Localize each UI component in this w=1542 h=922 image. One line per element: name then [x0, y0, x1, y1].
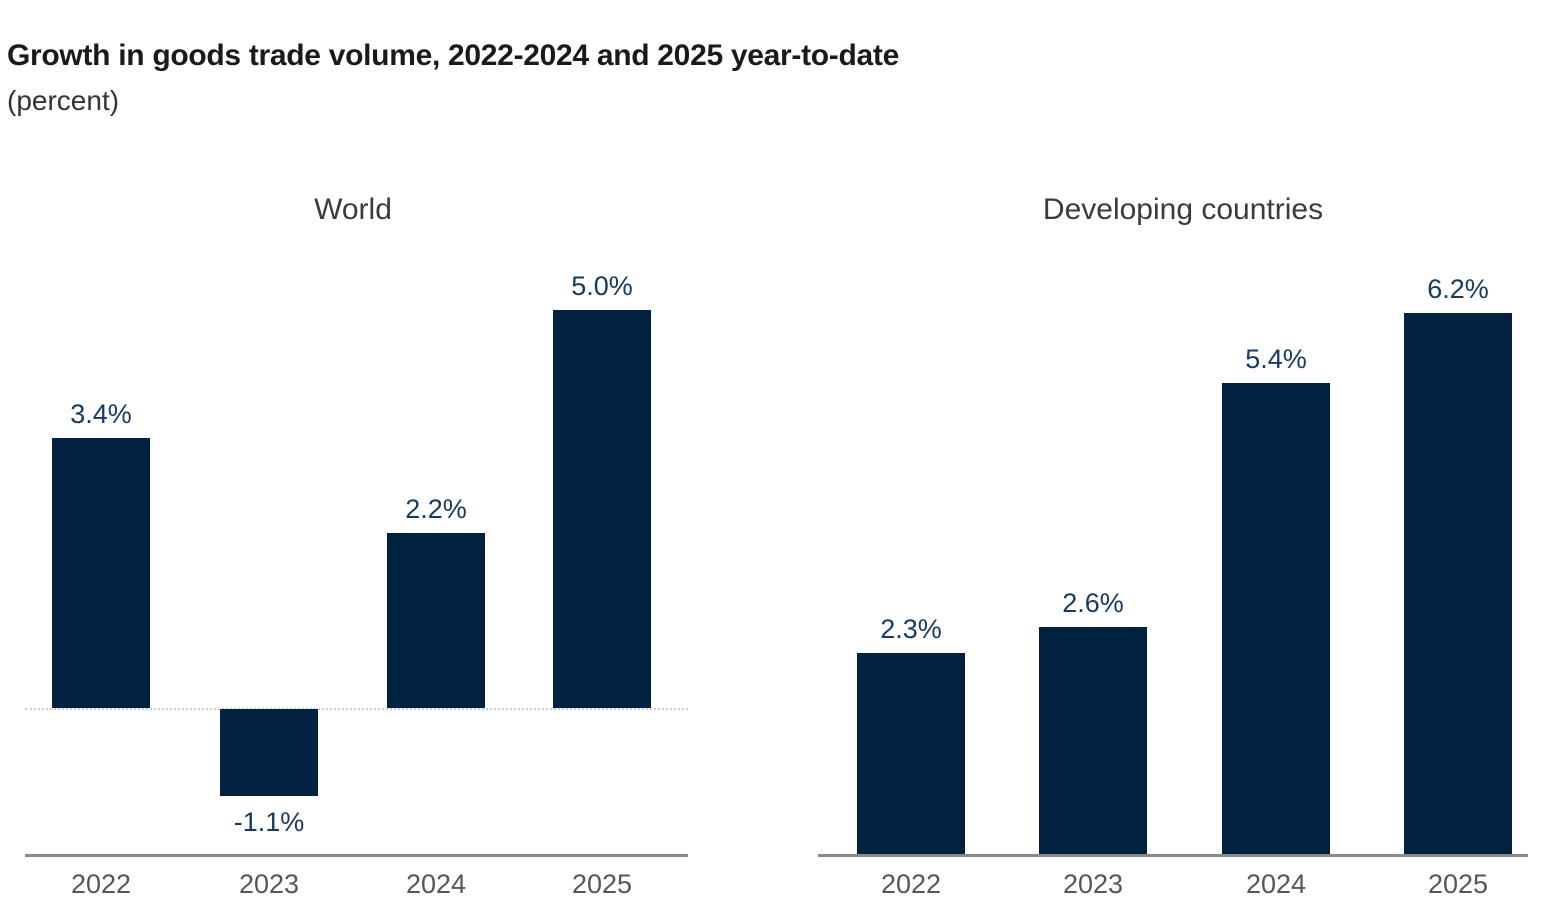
chart-world-title: World — [314, 193, 392, 226]
bar-value-label: 2.6% — [1062, 588, 1124, 618]
bar-value-label: 5.4% — [1245, 344, 1307, 374]
zero-baseline — [25, 708, 688, 710]
bar-2025 — [553, 310, 651, 708]
x-axis-tick-label: 2022 — [880, 869, 942, 899]
x-axis-line — [25, 854, 688, 857]
bar-value-label: 6.2% — [1427, 274, 1489, 304]
figure-title: Growth in goods trade volume, 2022-2024 … — [7, 39, 899, 72]
bar-2024 — [1222, 383, 1330, 854]
x-axis-tick-label: 2023 — [238, 869, 300, 899]
bar-value-label: -1.1% — [233, 807, 305, 837]
bar-value-label: 3.4% — [70, 399, 132, 429]
bar-value-label: 5.0% — [571, 271, 633, 301]
bar-2025 — [1404, 313, 1512, 854]
x-axis-tick-label: 2023 — [1062, 869, 1124, 899]
bar-2024 — [387, 533, 485, 708]
bar-value-label: 2.2% — [405, 494, 467, 524]
x-axis-line — [818, 854, 1528, 857]
x-axis-tick-label: 2025 — [1427, 869, 1489, 899]
x-axis-tick-label: 2022 — [70, 869, 132, 899]
bar-2023 — [1039, 627, 1147, 854]
bar-2023 — [220, 709, 318, 796]
bar-2022 — [857, 653, 965, 854]
x-axis-tick-label: 2024 — [405, 869, 467, 899]
bar-2022 — [52, 438, 150, 708]
x-axis-tick-label: 2024 — [1245, 869, 1307, 899]
x-axis-tick-label: 2025 — [571, 869, 633, 899]
figure-subtitle: (percent) — [7, 85, 120, 116]
bar-value-label: 2.3% — [880, 614, 942, 644]
chart-developing-countries-title: Developing countries — [1042, 193, 1324, 226]
